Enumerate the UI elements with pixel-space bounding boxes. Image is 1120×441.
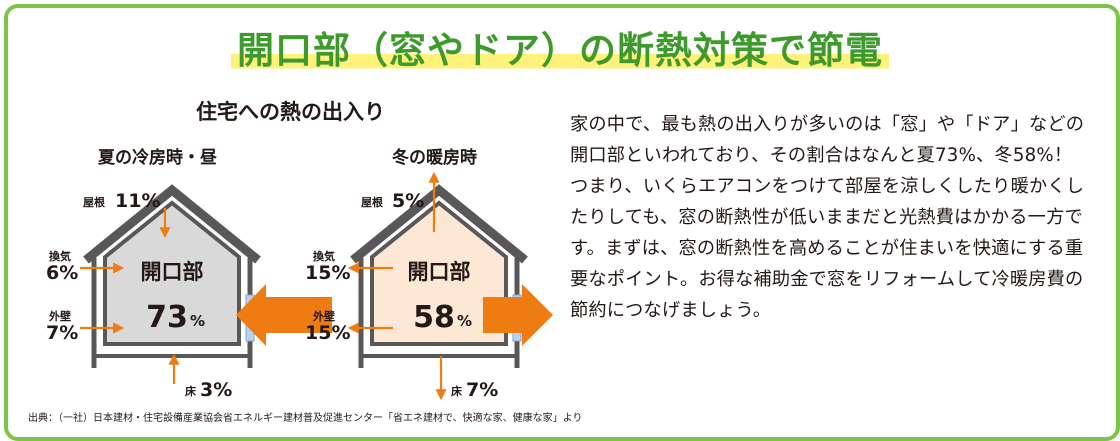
- summer-floor-label: 床: [185, 384, 197, 398]
- winter-vent-value: 15%: [305, 262, 350, 284]
- winter-opening-pct: %: [457, 312, 472, 330]
- winter-opening-value: 58: [413, 300, 455, 335]
- winter-wall-label: 外壁: [312, 309, 335, 323]
- winter-window-arrow: [483, 284, 553, 346]
- winter-house: [347, 171, 553, 401]
- summer-heading: 夏の冷房時・昼: [98, 148, 217, 168]
- summer-opening-value: 73: [146, 300, 188, 335]
- summer-vent-label: 換気: [49, 249, 71, 263]
- summer-vent-value: 6%: [46, 262, 78, 284]
- winter-wall-value: 15%: [305, 322, 350, 344]
- source-citation: 出典：（一社）日本建材・住宅設備産業協会省エネルギー建材普及促進センター「省エネ…: [28, 413, 583, 424]
- winter-roof-value: 5%: [392, 190, 424, 212]
- summer-opening-label: 開口部: [141, 260, 204, 284]
- winter-heading: 冬の暖房時: [392, 148, 477, 168]
- description-text: 家の中で、最も熱の出入りが多いのは「窓」や「ドア」などの開口部といわれており、そ…: [570, 114, 1085, 321]
- summer-window-arrow: [236, 284, 332, 346]
- winter-opening-label: 開口部: [408, 260, 471, 284]
- winter-roof-label: 屋根: [361, 195, 384, 209]
- summer-roof-value: 11%: [115, 190, 160, 212]
- summer-opening-pct: %: [190, 312, 205, 330]
- summer-roof-label: 屋根: [83, 195, 106, 209]
- winter-floor-value: 7%: [466, 379, 498, 401]
- summer-roof-outline: [83, 184, 261, 264]
- summer-house: [80, 184, 332, 384]
- summer-floor-value: 3%: [200, 379, 232, 401]
- summer-wall-value: 7%: [46, 322, 78, 344]
- winter-vent-label: 換気: [313, 249, 335, 263]
- page-title: 開口部（窓やドア）の断熱対策で節電: [0, 20, 1120, 74]
- summer-house-interior: [103, 200, 241, 346]
- summer-wall-label: 外壁: [48, 309, 71, 323]
- winter-floor-label: 床: [451, 384, 463, 398]
- winter-roof-outline: [350, 184, 528, 264]
- diagram-subtitle: 住宅への熱の出入り: [196, 100, 385, 124]
